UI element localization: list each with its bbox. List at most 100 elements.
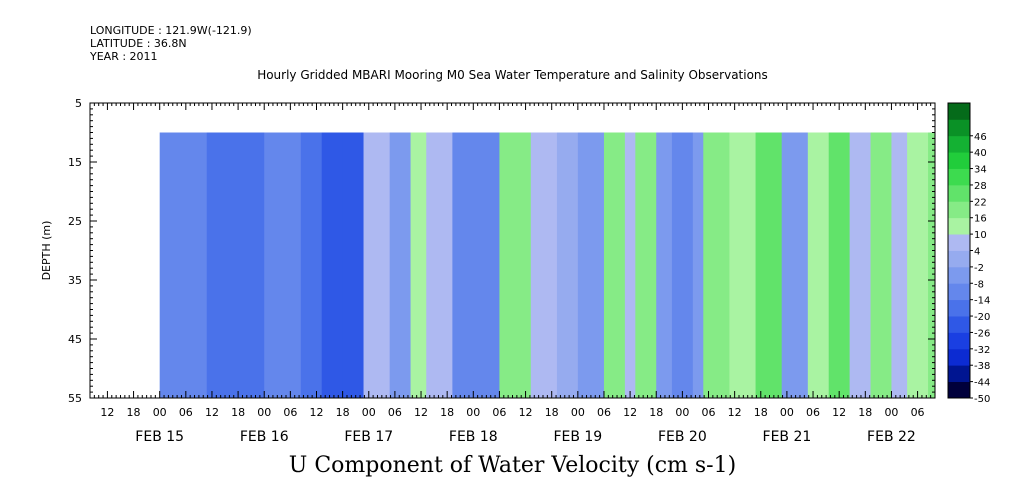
colorbar-label: -26: [974, 328, 990, 339]
x-hour-label: 00: [884, 406, 898, 419]
heatmap-cell: [671, 132, 694, 398]
heatmap-cell: [300, 132, 323, 398]
heatmap-cell: [478, 132, 500, 398]
x-hour-label: 12: [414, 406, 428, 419]
x-hour-label: 12: [832, 406, 846, 419]
y-tick-label: 5: [75, 97, 82, 110]
heatmap-cell: [692, 132, 704, 398]
colorbar-label: -8: [974, 279, 984, 290]
heatmap-field: [159, 132, 936, 398]
x-day-label: FEB 18: [449, 429, 498, 445]
colorbar-label: -38: [974, 361, 990, 372]
colorbar-label: 34: [974, 165, 987, 176]
y-tick-label: 15: [68, 156, 82, 169]
colorbar-label: 40: [974, 148, 987, 159]
x-day-label: FEB 15: [135, 429, 184, 445]
colorbar-label: -44: [974, 378, 990, 389]
x-hour-label: 12: [728, 406, 742, 419]
x-hour-label: 18: [336, 406, 350, 419]
x-hour-label: 00: [362, 406, 376, 419]
colorbar-swatch: [948, 201, 970, 219]
colorbar-label: 16: [974, 214, 987, 225]
x-hour-label: 12: [623, 406, 637, 419]
heatmap-cell: [159, 132, 187, 398]
y-axis: 5 15 25 35 45 55: [68, 97, 935, 405]
latitude-label: LATITUDE : 36.8N: [90, 37, 187, 50]
heatmap-cell: [389, 132, 411, 398]
heatmap-cell: [891, 132, 908, 398]
heatmap-cell: [206, 132, 239, 398]
heatmap-cell: [656, 132, 673, 398]
x-hour-label: 06: [283, 406, 297, 419]
colorbar-swatch: [948, 299, 970, 317]
heatmap-cell: [264, 132, 302, 398]
colorbar-swatch: [948, 381, 970, 399]
heatmap-cell: [426, 132, 453, 398]
y-tick-label: 25: [68, 215, 82, 228]
x-day-label: FEB 22: [867, 429, 916, 445]
x-hour-label: 06: [702, 406, 716, 419]
x-day-label: FEB 17: [344, 429, 393, 445]
x-hour-label: 00: [675, 406, 689, 419]
x-hour-label: 00: [571, 406, 585, 419]
x-hour-label: 18: [231, 406, 245, 419]
heatmap-cell: [807, 132, 830, 398]
heatmap-cell: [828, 132, 851, 398]
colorbar-label: 46: [974, 132, 987, 143]
x-hour-label: 18: [858, 406, 872, 419]
x-day-label: FEB 21: [763, 429, 812, 445]
colorbar: 46 40 34 28 22 16 10 4 -2 -8 -14 -20 -26 -32 -38 -44 -50: [947, 102, 990, 405]
heatmap-cell: [729, 132, 756, 398]
x-hour-label: 06: [388, 406, 402, 419]
x-hour-label: 00: [780, 406, 794, 419]
colorbar-swatch: [948, 250, 970, 268]
colorbar-label: -2: [974, 263, 984, 274]
colorbar-swatch: [948, 332, 970, 350]
heatmap-cell: [870, 132, 892, 398]
colorbar-label: 28: [974, 181, 987, 192]
x-hour-label: 12: [205, 406, 219, 419]
colorbar-label: 4: [974, 247, 980, 258]
colorbar-swatch: [948, 283, 970, 301]
colorbar-swatch: [948, 168, 970, 186]
x-hour-label: 18: [127, 406, 141, 419]
colorbar-swatch: [948, 365, 970, 383]
year-label: YEAR : 2011: [90, 50, 158, 63]
x-hour-label: 18: [545, 406, 559, 419]
colorbar-label: -20: [974, 312, 990, 323]
heatmap-cell: [755, 132, 783, 398]
y-axis-label: DEPTH (m): [40, 221, 53, 281]
colorbar-swatch: [948, 119, 970, 137]
x-day-label: FEB 19: [553, 429, 602, 445]
chart-title: Hourly Gridded MBARI Mooring M0 Sea Wate…: [257, 68, 768, 82]
x-hour-label: 18: [440, 406, 454, 419]
x-day-label: FEB 16: [240, 429, 289, 445]
heatmap-cell: [185, 132, 208, 398]
heatmap-cell: [363, 132, 391, 398]
colorbar-swatch: [948, 152, 970, 169]
x-hour-label: 06: [492, 406, 506, 419]
x-hour-label: 12: [519, 406, 533, 419]
heatmap-cell: [238, 132, 265, 398]
heatmap-cell: [603, 132, 626, 398]
x-hour-label: 00: [466, 406, 480, 419]
longitude-label: LONGITUDE : 121.9W(-121.9): [90, 24, 252, 37]
x-hour-label: 18: [649, 406, 663, 419]
heatmap-cell: [410, 132, 427, 398]
heatmap-cell: [907, 132, 929, 398]
x-hour-label: 06: [806, 406, 820, 419]
heatmap-cell: [499, 132, 532, 398]
colorbar-label: -50: [974, 394, 990, 405]
heatmap-cell: [530, 132, 558, 398]
colorbar-label: 10: [974, 230, 987, 241]
heatmap-cell: [849, 132, 871, 398]
heatmap-cell: [635, 132, 657, 398]
x-hour-label: 18: [754, 406, 768, 419]
heatmap-cell: [342, 132, 364, 398]
y-tick-label: 45: [68, 333, 82, 346]
heatmap-cell: [321, 132, 344, 398]
colorbar-swatch: [948, 103, 970, 120]
x-hour-label: 06: [911, 406, 925, 419]
colorbar-swatch: [948, 266, 970, 284]
